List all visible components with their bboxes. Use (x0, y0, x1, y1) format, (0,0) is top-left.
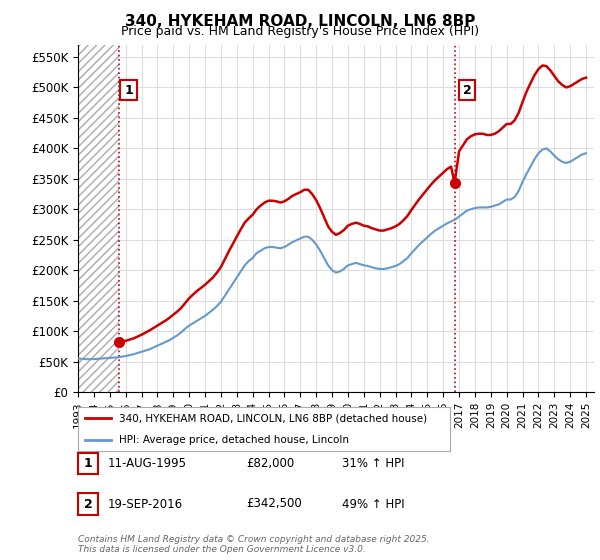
Text: Contains HM Land Registry data © Crown copyright and database right 2025.
This d: Contains HM Land Registry data © Crown c… (78, 535, 430, 554)
Text: 11-AUG-1995: 11-AUG-1995 (108, 457, 187, 470)
Text: 31% ↑ HPI: 31% ↑ HPI (342, 457, 404, 470)
Bar (78, 45, 119, 392)
Text: 1: 1 (124, 83, 133, 96)
Text: 340, HYKEHAM ROAD, LINCOLN, LN6 8BP: 340, HYKEHAM ROAD, LINCOLN, LN6 8BP (125, 14, 475, 29)
Text: £342,500: £342,500 (246, 497, 302, 511)
Text: £82,000: £82,000 (246, 457, 294, 470)
Text: 19-SEP-2016: 19-SEP-2016 (108, 497, 183, 511)
Text: 1: 1 (83, 457, 92, 470)
Text: 2: 2 (83, 497, 92, 511)
Text: HPI: Average price, detached house, Lincoln: HPI: Average price, detached house, Linc… (119, 435, 349, 445)
Text: 340, HYKEHAM ROAD, LINCOLN, LN6 8BP (detached house): 340, HYKEHAM ROAD, LINCOLN, LN6 8BP (det… (119, 413, 427, 423)
Text: Price paid vs. HM Land Registry's House Price Index (HPI): Price paid vs. HM Land Registry's House … (121, 25, 479, 38)
Text: 49% ↑ HPI: 49% ↑ HPI (342, 497, 404, 511)
Text: 2: 2 (463, 83, 471, 96)
